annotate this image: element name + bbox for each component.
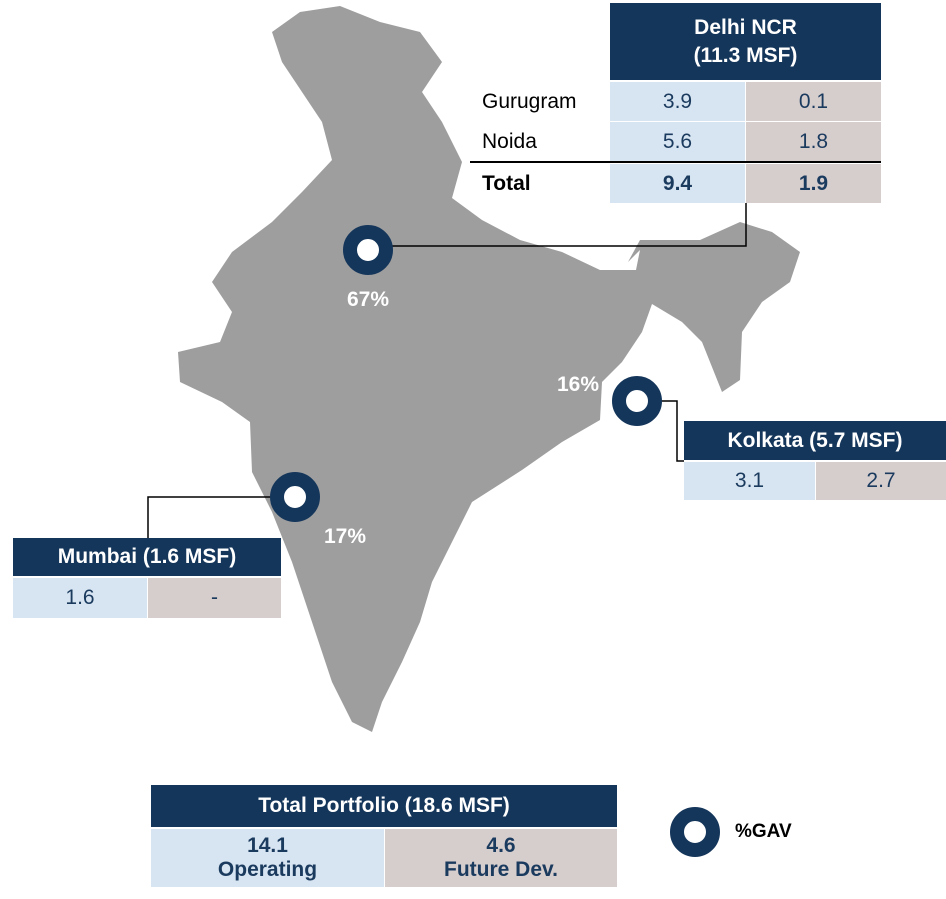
cell-value: 4.6	[486, 834, 516, 857]
table-header: Delhi NCR (11.3 MSF)	[610, 3, 881, 80]
table-header: Mumbai (1.6 MSF)	[13, 538, 281, 576]
legend-label: %GAV	[735, 821, 792, 842]
total-cell: 4.6 Future Dev.	[385, 829, 617, 887]
value-cell: 5.6	[610, 122, 745, 161]
value-cell: 2.7	[816, 462, 946, 500]
gav-label: 67%	[346, 288, 390, 311]
connector	[147, 496, 271, 538]
value-cell: 3.9	[610, 82, 745, 121]
value-cell: 0.1	[746, 82, 881, 121]
india-map	[178, 6, 800, 732]
legend-marker	[670, 807, 720, 857]
cell-value: 14.1	[247, 834, 288, 857]
total-cell: 14.1 Operating	[151, 829, 384, 887]
value-cell: -	[148, 578, 281, 618]
row-label: Gurugram	[482, 89, 577, 113]
row-label: Total	[482, 171, 531, 195]
gav-label: 16%	[556, 373, 600, 396]
value-cell: 9.4	[610, 164, 745, 203]
value-cell: 3.1	[684, 462, 815, 500]
value-cell: 1.9	[746, 164, 881, 203]
gav-marker	[343, 225, 393, 275]
cell-label: Future Dev.	[444, 858, 558, 881]
value-cell: 1.6	[13, 578, 147, 618]
table-header: Total Portfolio (18.6 MSF)	[151, 785, 617, 827]
table-header: Kolkata (5.7 MSF)	[684, 421, 946, 460]
gav-marker	[270, 472, 320, 522]
gav-label: 17%	[323, 525, 367, 548]
connector	[661, 400, 684, 462]
gav-marker	[612, 376, 662, 426]
cell-label: Operating	[217, 858, 318, 881]
connector	[392, 203, 747, 247]
value-cell: 1.8	[746, 122, 881, 161]
row-label: Noida	[482, 129, 537, 153]
